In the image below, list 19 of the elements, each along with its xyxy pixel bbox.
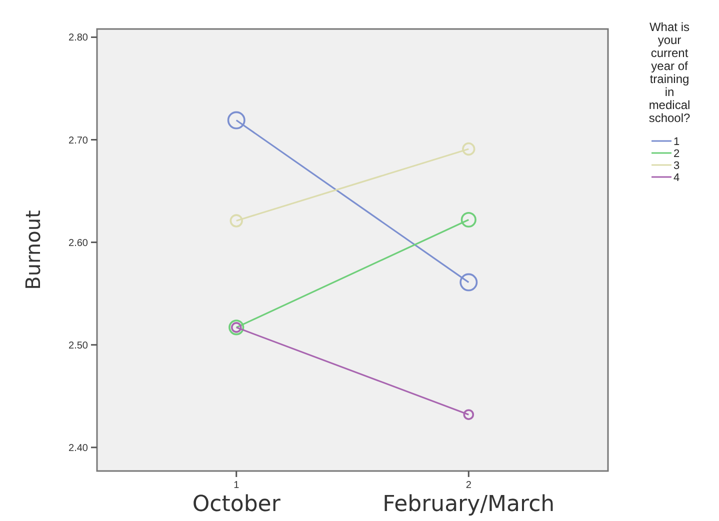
legend-label: 3	[674, 160, 680, 172]
y-tick-label: 2.60	[68, 238, 88, 249]
legend-label: 1	[674, 136, 680, 148]
point	[462, 142, 476, 156]
y-tick-label: 2.70	[68, 135, 88, 146]
y-tick-label: 2.50	[68, 340, 88, 352]
point	[463, 409, 474, 420]
y-tick-label: 2.40	[68, 442, 88, 454]
text: February/March	[382, 492, 555, 517]
point	[227, 111, 246, 130]
y-axis-title: Burnout	[21, 210, 45, 290]
point	[460, 212, 476, 228]
legend-title: What is your current year of training in medical school?	[648, 20, 690, 125]
legend-label: 2	[674, 148, 680, 160]
y-tick-label: 2.80	[68, 32, 88, 44]
text: October	[192, 492, 282, 517]
legend-label: 4	[674, 172, 680, 184]
point	[460, 273, 478, 292]
point	[230, 214, 243, 228]
